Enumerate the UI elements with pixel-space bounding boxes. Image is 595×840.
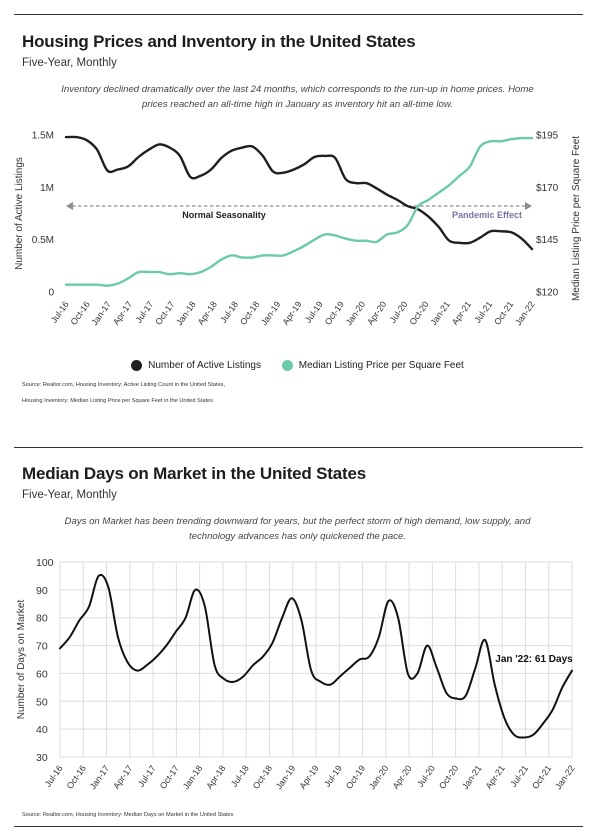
x-tick-label-oct-16: Oct-16 <box>65 763 88 790</box>
x-tick-label-jan-20: Jan-20 <box>367 763 391 791</box>
x-tick-label-jul-19: Jul-19 <box>322 763 344 788</box>
y-tick-label-70: 70 <box>36 641 48 653</box>
seasonality-arrow-head-right <box>525 202 532 210</box>
x-tick-label-apr-21: Apr-21 <box>483 763 506 790</box>
y-tick-label-60: 60 <box>36 668 48 680</box>
y2-tick-label-170: $170 <box>536 183 559 194</box>
x-tick-label-jan-22: Jan-22 <box>553 763 577 791</box>
series-line-days-on-market <box>59 573 573 739</box>
series-line-median-listing-price-per-square-feet <box>64 136 534 287</box>
chart2-subtitle: Five-Year, Monthly <box>22 489 117 501</box>
x-tick-label-apr-19: Apr-19 <box>297 763 320 790</box>
y2-tick-label-195: $195 <box>536 131 559 142</box>
legend-swatch-price-per-sqft <box>281 360 293 371</box>
housing-prices-inventory-chart: 1.5M 1M 0.5M 0 $195 $170 $145 $120 Number of Act… <box>14 131 582 328</box>
y-tick-label-1m: 1M <box>40 183 54 194</box>
y-tick-label-80: 80 <box>36 613 48 625</box>
x-tick-label-oct-20: Oct-20 <box>437 763 460 790</box>
chart2-description: Days on Market has been trending downwar… <box>64 516 531 542</box>
chart1-subtitle: Five-Year, Monthly <box>22 57 117 69</box>
x-tick-label-apr-18: Apr-18 <box>204 763 227 790</box>
y2-axis-title: Median Listing Price per Square Feet <box>571 136 582 301</box>
y-tick-label-100: 100 <box>36 557 54 569</box>
x-tick-label-oct-19: Oct-19 <box>344 763 367 790</box>
top-rule <box>14 14 583 15</box>
bottom-rule <box>14 826 583 827</box>
annotation-normal-seasonality: Normal Seasonality <box>182 210 266 220</box>
legend-item-active-listings: Number of Active Listings <box>131 360 261 371</box>
x-tick-label-oct-17: Oct-17 <box>158 763 181 790</box>
x-tick-label-apr-17: Apr-17 <box>111 763 134 790</box>
y-tick-label-0-5m: 0.5M <box>32 235 54 246</box>
chart1-title: Housing Prices and Inventory in the Unit… <box>22 32 416 51</box>
y2-tick-label-145: $145 <box>536 235 559 246</box>
x-tick-label-oct-21: Oct-21 <box>530 763 553 790</box>
x-tick-label-apr-20: Apr-20 <box>390 763 413 790</box>
middle-rule <box>14 447 583 448</box>
y-axis-title: Number of Days on Market <box>16 600 27 720</box>
y-tick-label-40: 40 <box>36 724 48 736</box>
y-axis-title: Number of Active Listings <box>14 157 25 270</box>
chart2-source: Source: Realtor.com, Housing Inventory: … <box>22 812 234 818</box>
x-tick-label-jul-16: Jul-16 <box>43 763 65 788</box>
legend-label-active-listings: Number of Active Listings <box>148 360 261 371</box>
annotation-pandemic-effect: Pandemic Effect <box>452 210 522 220</box>
legend-label-price-per-sqft: Median Listing Price per Square Feet <box>298 360 464 371</box>
legend-item-price-per-sqft: Median Listing Price per Square Feet <box>281 360 464 371</box>
x-tick-label-jan-17: Jan-17 <box>88 763 112 791</box>
x-tick-label-jul-21: Jul-21 <box>508 763 530 788</box>
chart1-legend: Number of Active Listings Median Listing… <box>0 360 595 374</box>
series-line-number-of-active-listings <box>64 135 534 251</box>
y-tick-label-50: 50 <box>36 696 48 708</box>
seasonality-arrow-head-left <box>66 202 73 210</box>
x-tick-label-oct-18: Oct-18 <box>251 763 274 790</box>
x-tick-label-jan-18: Jan-18 <box>181 763 205 791</box>
y-tick-label-1-5m: 1.5M <box>32 131 54 142</box>
y-tick-label-90: 90 <box>36 585 48 597</box>
x-tick-label-jan-21: Jan-21 <box>460 763 484 791</box>
chart2-title: Median Days on Market in the United Stat… <box>22 464 366 483</box>
y-tick-label-30: 30 <box>36 752 48 764</box>
x-tick-label-jul-18: Jul-18 <box>229 763 251 788</box>
x-tick-label-jan-19: Jan-19 <box>274 763 298 791</box>
chart1-description: Inventory declined dramatically over the… <box>61 84 534 110</box>
legend-swatch-active-listings <box>131 360 143 371</box>
x-tick-label-jul-20: Jul-20 <box>415 763 437 788</box>
y2-tick-label-120: $120 <box>536 288 559 299</box>
chart1-source-line1: Source: Realtor.com, Housing Inventory: … <box>22 382 226 388</box>
annotation-latest-value: Jan '22: 61 Days <box>495 654 573 665</box>
chart1-source-line2: Housing Inventory: Median Listing Price … <box>22 398 213 404</box>
x-tick-label-jul-17: Jul-17 <box>136 763 158 788</box>
y-tick-label-0: 0 <box>48 288 54 299</box>
